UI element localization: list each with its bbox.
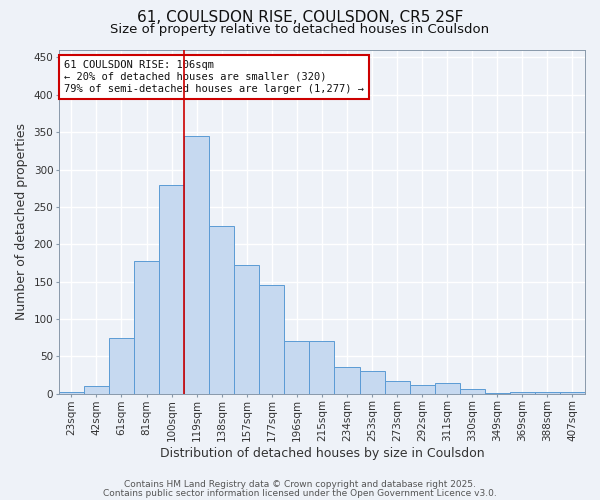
Bar (184, 136, 209, 394)
Bar (209, 226, 234, 394)
Text: Size of property relative to detached houses in Coulsdon: Size of property relative to detached ho… (110, 22, 490, 36)
Y-axis label: Number of detached properties: Number of detached properties (15, 124, 28, 320)
Bar (159, 184, 184, 394)
Bar (410, 385, 434, 394)
Bar (485, 393, 510, 394)
Bar (234, 265, 259, 394)
Bar (359, 372, 385, 394)
Bar (259, 286, 284, 394)
Text: 61, COULSDON RISE, COULSDON, CR5 2SF: 61, COULSDON RISE, COULSDON, CR5 2SF (137, 10, 463, 25)
Bar (510, 392, 535, 394)
Bar (560, 392, 585, 394)
Bar (59, 392, 84, 394)
Bar (310, 342, 334, 394)
Bar (84, 386, 109, 394)
Bar (334, 367, 359, 394)
Bar (460, 390, 485, 394)
Bar (385, 381, 410, 394)
X-axis label: Distribution of detached houses by size in Coulsdon: Distribution of detached houses by size … (160, 447, 484, 460)
Text: Contains HM Land Registry data © Crown copyright and database right 2025.: Contains HM Land Registry data © Crown c… (124, 480, 476, 489)
Bar (134, 260, 159, 394)
Bar (535, 392, 560, 394)
Bar (109, 338, 134, 394)
Bar (284, 342, 310, 394)
Bar (434, 384, 460, 394)
Text: Contains public sector information licensed under the Open Government Licence v3: Contains public sector information licen… (103, 488, 497, 498)
Text: 61 COULSDON RISE: 106sqm
← 20% of detached houses are smaller (320)
79% of semi-: 61 COULSDON RISE: 106sqm ← 20% of detach… (64, 60, 364, 94)
